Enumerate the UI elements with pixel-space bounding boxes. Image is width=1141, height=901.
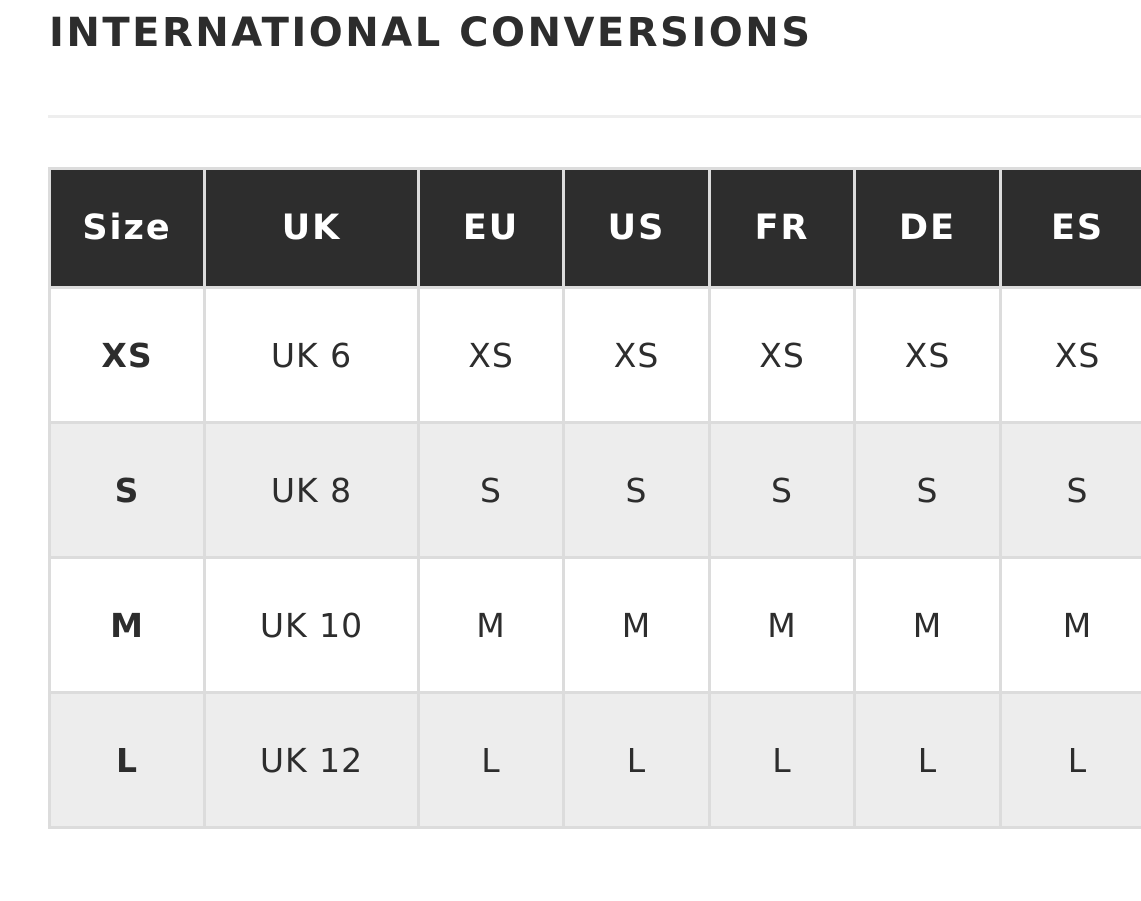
size-label-cell: XS <box>48 286 206 424</box>
size-label-cell: M <box>48 556 206 694</box>
table-cell: S <box>417 421 565 559</box>
table-cell: L <box>417 691 565 829</box>
table-cell: M <box>562 556 711 694</box>
column-header-uk: UK <box>203 167 420 289</box>
table-body: XS UK 6 XS XS XS XS XS S UK 8 S S S S S M UK 10 M M M M M L UK… <box>48 286 1141 829</box>
table-cell: L <box>562 691 711 829</box>
table-cell: UK 10 <box>203 556 420 694</box>
column-header-size: Size <box>48 167 206 289</box>
column-header-eu: EU <box>417 167 565 289</box>
table-header-row: Size UK EU US FR DE ES <box>48 167 1141 289</box>
table-cell: XS <box>708 286 856 424</box>
table-cell: M <box>708 556 856 694</box>
table-cell: S <box>562 421 711 559</box>
table-cell: UK 6 <box>203 286 420 424</box>
column-header-de: DE <box>853 167 1002 289</box>
column-header-fr: FR <box>708 167 856 289</box>
table-cell: L <box>853 691 1002 829</box>
size-label-cell: S <box>48 421 206 559</box>
table-cell: XS <box>417 286 565 424</box>
size-label-cell: L <box>48 691 206 829</box>
table-cell: UK 8 <box>203 421 420 559</box>
table-cell: M <box>853 556 1002 694</box>
page-title: INTERNATIONAL CONVERSIONS <box>49 10 813 56</box>
table-cell: XS <box>853 286 1002 424</box>
table-cell: M <box>999 556 1141 694</box>
table-row: XS UK 6 XS XS XS XS XS <box>48 286 1141 424</box>
table-cell: XS <box>562 286 711 424</box>
table-cell: XS <box>999 286 1141 424</box>
table-cell: S <box>853 421 1002 559</box>
table-cell: S <box>999 421 1141 559</box>
table-row: M UK 10 M M M M M <box>48 556 1141 694</box>
table-row: L UK 12 L L L L L <box>48 691 1141 829</box>
column-header-us: US <box>562 167 711 289</box>
table-cell: L <box>708 691 856 829</box>
table-cell: M <box>417 556 565 694</box>
divider <box>48 115 1141 118</box>
table-cell: L <box>999 691 1141 829</box>
table-cell: UK 12 <box>203 691 420 829</box>
column-header-es: ES <box>999 167 1141 289</box>
table-cell: S <box>708 421 856 559</box>
